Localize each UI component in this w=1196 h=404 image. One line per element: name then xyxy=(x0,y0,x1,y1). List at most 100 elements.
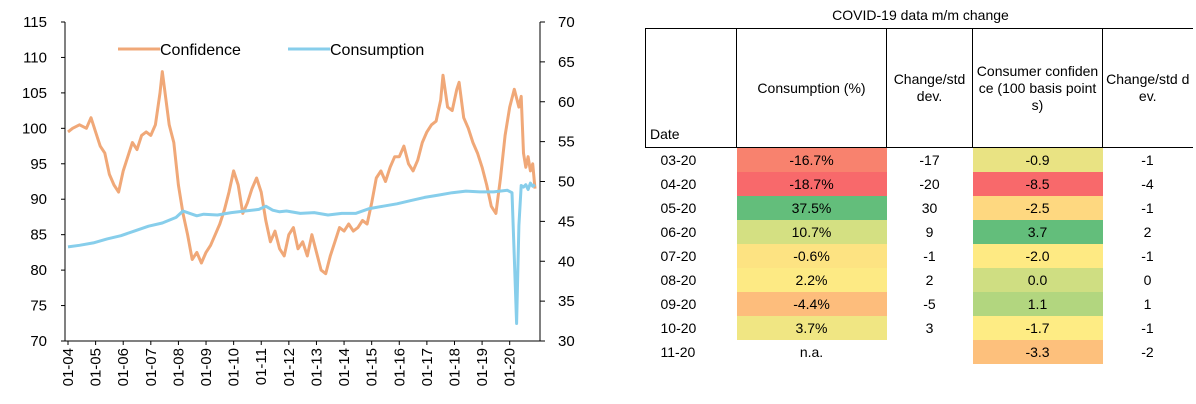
x-tick-label: 01-19 xyxy=(474,348,491,386)
cell-consumption: -16.7% xyxy=(736,147,887,172)
y-left-tick-label: 95 xyxy=(30,156,47,173)
x-tick-label: 01-20 xyxy=(502,348,519,386)
cell-date: 04-20 xyxy=(660,176,697,192)
header-confidence-std: Change/std dev. xyxy=(1102,28,1193,148)
cell-confidence: 1.1 xyxy=(972,292,1103,316)
cell-consumption-std: 3 xyxy=(925,320,934,336)
table-title: COVID-19 data m/m change xyxy=(832,7,1009,23)
cell-consumption-std: -17 xyxy=(919,152,940,168)
cell-confidence: -3.3 xyxy=(972,340,1103,364)
y-left-tick-label: 90 xyxy=(30,191,47,208)
cell-confidence-std: -1 xyxy=(1141,248,1154,264)
y-right-tick-label: 55 xyxy=(558,134,575,151)
line-chart: 115 110 105 100 95 90 85 80 75 70 70 65 60 55 50 45 40 35… xyxy=(0,0,600,399)
x-tick-label: 01-06 xyxy=(115,348,132,386)
x-tick-label: 01-18 xyxy=(446,348,463,386)
table-row: 06-20 10.7% 9 3.7 2 xyxy=(646,220,1193,244)
y-left-tick-label: 75 xyxy=(30,298,47,315)
x-tick-label: 01-15 xyxy=(364,348,381,386)
y-left-tick-label: 85 xyxy=(30,227,47,244)
x-tick-label: 01-05 xyxy=(88,348,105,386)
cell-consumption-std: 9 xyxy=(925,224,934,240)
table-row: 08-20 2.2% 2 0.0 0 xyxy=(646,268,1193,292)
y-left-tick-label: 70 xyxy=(30,333,47,350)
cell-consumption: -18.7% xyxy=(736,172,887,196)
cell-consumption-std: 2 xyxy=(925,272,934,288)
cell-consumption-std: 30 xyxy=(921,200,938,216)
y-left-tick-label: 100 xyxy=(22,120,47,137)
cell-confidence-std: -4 xyxy=(1141,176,1154,192)
cell-consumption: 3.7% xyxy=(736,316,887,340)
y-left-tick-label: 105 xyxy=(22,85,47,102)
cell-confidence: -0.9 xyxy=(972,147,1103,172)
header-consumption: Consumption (%) xyxy=(736,28,887,148)
cell-confidence-std: -1 xyxy=(1141,320,1154,336)
cell-date: 07-20 xyxy=(660,248,697,264)
cell-date: 05-20 xyxy=(660,200,697,216)
cell-consumption: 2.2% xyxy=(736,268,887,292)
y-right-tick-label: 30 xyxy=(558,333,575,350)
y-right-tick-label: 65 xyxy=(558,54,575,71)
cell-consumption: n.a. xyxy=(799,344,824,360)
cell-confidence-std: 2 xyxy=(1143,224,1152,240)
header-confidence: Consumer confidence (100 basis points) xyxy=(972,28,1103,148)
cell-confidence-std: -1 xyxy=(1141,200,1154,216)
x-tick-label: 01-11 xyxy=(253,348,270,385)
covid-table: Date Consumption (%) Change/std dev. Con… xyxy=(645,28,1193,364)
x-tick-label: 01-10 xyxy=(226,348,243,386)
x-tick-label: 01-07 xyxy=(143,348,160,386)
x-tick-label: 01-08 xyxy=(170,348,187,386)
cell-confidence-std: 0 xyxy=(1143,272,1152,288)
cell-confidence-std: -2 xyxy=(1141,344,1154,360)
x-tick-label: 01-12 xyxy=(281,348,298,386)
y-left-tick-label: 110 xyxy=(23,49,47,66)
y-right-tick-label: 70 xyxy=(558,14,575,31)
x-tick-label: 01-16 xyxy=(391,348,408,386)
cell-confidence-std: -1 xyxy=(1141,152,1154,168)
cell-date: 08-20 xyxy=(660,272,697,288)
cell-consumption-std: -5 xyxy=(923,296,936,312)
cell-consumption: -0.6% xyxy=(736,244,887,268)
x-tick-label: 01-04 xyxy=(60,348,77,386)
cell-confidence: -1.7 xyxy=(972,316,1103,340)
y-left-tick-label: 115 xyxy=(23,14,47,31)
table-row: 11-20 n.a. -3.3 -2 xyxy=(646,340,1193,364)
y-right-tick-label: 35 xyxy=(558,293,575,310)
y-right-tick-label: 40 xyxy=(558,253,575,270)
cell-confidence: 0.0 xyxy=(972,268,1103,292)
cell-consumption-std: -20 xyxy=(919,176,940,192)
legend-label: Confidence xyxy=(160,42,241,59)
series-line-confidence xyxy=(67,70,537,276)
cell-confidence: -2.0 xyxy=(972,244,1103,268)
x-tick-label: 01-14 xyxy=(336,348,353,386)
table-row: 10-20 3.7% 3 -1.7 -1 xyxy=(646,316,1193,340)
y-right-tick-label: 60 xyxy=(558,94,575,111)
cell-confidence: -8.5 xyxy=(972,172,1103,196)
table-row: 09-20 -4.4% -5 1.1 1 xyxy=(646,292,1193,316)
series-line-consumption xyxy=(67,181,536,325)
cell-consumption-std xyxy=(887,340,973,364)
chart-canvas: 115 110 105 100 95 90 85 80 75 70 70 65 60 55 50 45 40 35… xyxy=(22,14,575,386)
legend-label: Consumption xyxy=(330,42,424,59)
y-right-tick-label: 50 xyxy=(558,174,575,191)
table-row: 05-20 37.5% 30 -2.5 -1 xyxy=(646,196,1193,220)
header-date: Date xyxy=(645,28,737,148)
cell-date: 10-20 xyxy=(660,320,697,336)
x-tick-label: 01-09 xyxy=(198,348,215,386)
cell-consumption-std: -1 xyxy=(923,248,936,264)
cell-date: 11-20 xyxy=(660,344,696,360)
header-consumption-std: Change/std dev. xyxy=(886,28,973,148)
cell-confidence-std: 1 xyxy=(1143,296,1152,312)
cell-date: 06-20 xyxy=(660,224,697,240)
cell-date: 09-20 xyxy=(660,296,697,312)
table-row: 03-20 -16.7% -17 -0.9 -1 xyxy=(646,147,1193,172)
x-tick-label: 01-17 xyxy=(419,348,436,386)
table-body: 0 3 -20 -16.7% -17 -0.9 -1 04-20 -18.7% -20 -8.5 -4… xyxy=(646,147,1193,364)
table-row: 04-20 -18.7% -20 -8.5 -4 xyxy=(646,172,1193,196)
y-left-tick-label: 80 xyxy=(30,262,47,279)
cell-consumption: -4.4% xyxy=(736,292,887,316)
y-right-tick-label: 45 xyxy=(558,213,575,230)
cell-confidence: -2.5 xyxy=(972,196,1103,220)
x-tick-label: 01-13 xyxy=(308,348,325,386)
cell-consumption: 37.5% xyxy=(736,196,887,220)
